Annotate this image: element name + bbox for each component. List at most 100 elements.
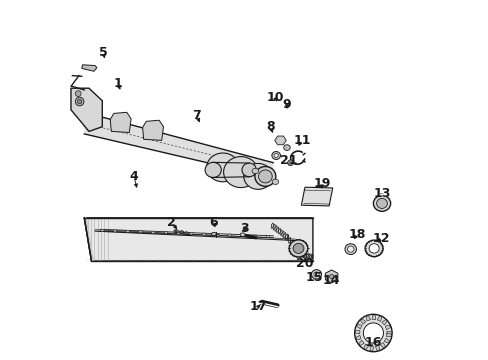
Circle shape: [287, 160, 293, 166]
Ellipse shape: [368, 244, 378, 253]
Ellipse shape: [204, 162, 221, 177]
Text: 6: 6: [209, 216, 218, 229]
Circle shape: [354, 314, 391, 352]
Polygon shape: [84, 112, 273, 178]
Text: 12: 12: [372, 232, 389, 245]
Polygon shape: [213, 162, 249, 177]
Ellipse shape: [179, 231, 183, 234]
Ellipse shape: [202, 233, 205, 235]
Polygon shape: [386, 333, 390, 337]
Polygon shape: [110, 112, 131, 132]
Ellipse shape: [244, 163, 272, 189]
Ellipse shape: [344, 244, 356, 255]
Ellipse shape: [365, 240, 382, 257]
Polygon shape: [386, 331, 390, 335]
Ellipse shape: [151, 231, 155, 233]
Ellipse shape: [215, 234, 219, 237]
Ellipse shape: [258, 170, 272, 183]
Text: 7: 7: [192, 109, 201, 122]
Ellipse shape: [283, 145, 289, 150]
Ellipse shape: [175, 230, 177, 232]
Ellipse shape: [185, 233, 187, 234]
Ellipse shape: [311, 270, 321, 279]
Ellipse shape: [183, 232, 188, 235]
Text: 11: 11: [293, 134, 310, 147]
Ellipse shape: [180, 231, 182, 233]
Ellipse shape: [177, 232, 180, 234]
Ellipse shape: [376, 198, 386, 208]
Ellipse shape: [223, 157, 258, 188]
Text: 14: 14: [322, 274, 339, 287]
Circle shape: [363, 323, 383, 343]
Ellipse shape: [272, 179, 278, 184]
Polygon shape: [381, 320, 386, 325]
Ellipse shape: [211, 233, 216, 236]
Ellipse shape: [113, 230, 117, 232]
Circle shape: [75, 97, 84, 106]
Text: 19: 19: [313, 177, 330, 190]
Ellipse shape: [292, 243, 303, 253]
Polygon shape: [71, 88, 102, 131]
Polygon shape: [301, 187, 332, 206]
Ellipse shape: [240, 234, 244, 237]
Polygon shape: [142, 120, 163, 140]
Ellipse shape: [251, 168, 258, 174]
Ellipse shape: [101, 229, 104, 231]
Ellipse shape: [373, 195, 390, 211]
Polygon shape: [356, 324, 361, 329]
Polygon shape: [384, 338, 389, 343]
Ellipse shape: [253, 235, 256, 237]
Polygon shape: [360, 319, 365, 324]
Polygon shape: [374, 346, 379, 351]
Ellipse shape: [164, 232, 167, 234]
Text: 10: 10: [266, 91, 283, 104]
Text: 16: 16: [364, 336, 381, 349]
Circle shape: [77, 99, 81, 104]
Polygon shape: [363, 344, 368, 350]
Text: 4: 4: [129, 170, 138, 183]
Polygon shape: [376, 316, 381, 321]
Ellipse shape: [227, 234, 231, 236]
Polygon shape: [371, 315, 375, 320]
Text: 2: 2: [167, 216, 176, 229]
Polygon shape: [274, 136, 285, 145]
Polygon shape: [380, 342, 385, 348]
Text: 17: 17: [249, 300, 266, 313]
Ellipse shape: [242, 163, 256, 177]
Ellipse shape: [329, 274, 333, 279]
Polygon shape: [355, 336, 360, 340]
Ellipse shape: [174, 230, 178, 233]
Polygon shape: [84, 218, 312, 261]
Text: 15: 15: [305, 271, 323, 284]
Text: 13: 13: [372, 187, 390, 200]
Ellipse shape: [254, 166, 275, 186]
Polygon shape: [385, 325, 390, 330]
Ellipse shape: [206, 153, 239, 182]
Text: 9: 9: [282, 98, 291, 111]
Ellipse shape: [139, 231, 142, 233]
Ellipse shape: [126, 230, 129, 233]
Ellipse shape: [240, 233, 244, 237]
Text: 8: 8: [265, 120, 274, 133]
Ellipse shape: [189, 233, 193, 235]
Ellipse shape: [313, 272, 318, 277]
Ellipse shape: [288, 240, 307, 257]
Circle shape: [75, 91, 81, 96]
Polygon shape: [358, 340, 364, 346]
Ellipse shape: [271, 152, 280, 159]
Text: 21: 21: [279, 154, 297, 167]
Ellipse shape: [347, 246, 353, 252]
Ellipse shape: [215, 234, 218, 236]
Text: 18: 18: [347, 228, 365, 241]
Polygon shape: [81, 65, 97, 71]
Polygon shape: [355, 330, 359, 334]
Polygon shape: [84, 218, 93, 261]
Polygon shape: [366, 316, 370, 321]
Ellipse shape: [273, 153, 278, 158]
Text: 3: 3: [240, 222, 248, 235]
Text: 5: 5: [99, 46, 107, 59]
Polygon shape: [369, 346, 373, 351]
Polygon shape: [325, 270, 337, 283]
Ellipse shape: [265, 235, 269, 238]
Text: 1: 1: [113, 77, 122, 90]
